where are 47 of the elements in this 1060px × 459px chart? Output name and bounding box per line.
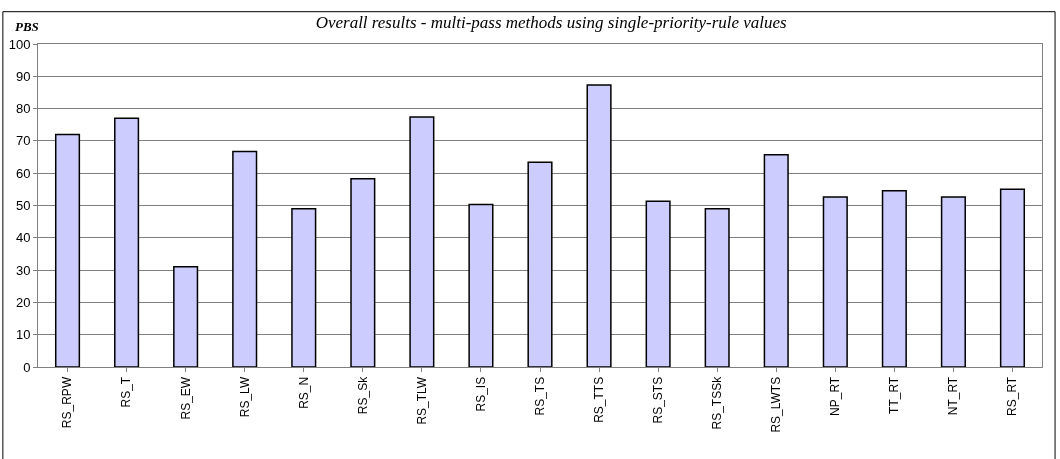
x-tick-label: RS_TS bbox=[532, 376, 547, 416]
bar bbox=[586, 84, 612, 367]
x-tick-label: RS_LW bbox=[237, 376, 252, 418]
x-tick-label: TT_RT bbox=[887, 376, 902, 414]
bar bbox=[54, 133, 81, 367]
bar bbox=[940, 196, 966, 367]
bar bbox=[763, 154, 789, 367]
x-tick-label: NT_RT bbox=[946, 376, 961, 416]
x-tick-label: RS_T bbox=[119, 376, 134, 408]
bar bbox=[704, 207, 730, 367]
bar bbox=[999, 188, 1026, 367]
y-tick-label: 20 bbox=[15, 294, 31, 310]
x-tick-label: RS_Sk bbox=[355, 375, 370, 415]
chart-title: Overall results - multi-pass methods using single-priority-rule values bbox=[315, 12, 788, 32]
bar bbox=[409, 116, 435, 367]
x-tick-label: NP_RT bbox=[828, 376, 843, 416]
x-tick-label: RS_IS bbox=[473, 376, 488, 412]
y-axis-title: PBS bbox=[15, 19, 39, 34]
y-tick-label: 30 bbox=[15, 262, 31, 278]
bar bbox=[350, 177, 376, 367]
x-tick-label: RS_TLW bbox=[414, 376, 429, 425]
x-tick-label: RS_RT bbox=[1005, 376, 1020, 416]
bar bbox=[232, 150, 258, 367]
bar bbox=[822, 196, 848, 367]
bar bbox=[645, 200, 671, 367]
y-tick-label: 100 bbox=[8, 36, 31, 52]
y-tick-label: 70 bbox=[15, 133, 31, 149]
x-tick-label: RS_RPW bbox=[60, 376, 75, 429]
x-tick-label: RS_N bbox=[296, 376, 311, 409]
bar bbox=[291, 207, 317, 367]
x-tick-label: RS_TTS bbox=[591, 376, 606, 423]
bar bbox=[527, 161, 553, 367]
bar bbox=[114, 117, 140, 367]
x-tick-label: RS_STS bbox=[651, 376, 666, 424]
y-tick-label: 50 bbox=[15, 198, 31, 214]
y-tick-label: 80 bbox=[15, 101, 31, 117]
bar bbox=[468, 203, 494, 367]
x-tick-label: RS_LWTS bbox=[769, 376, 784, 433]
y-tick-label: 40 bbox=[15, 230, 31, 246]
y-tick-label: 60 bbox=[15, 165, 31, 181]
x-tick-label: RS_EW bbox=[178, 376, 193, 420]
y-tick-label: 0 bbox=[23, 359, 31, 375]
x-tick-label: RS_TSSk bbox=[710, 375, 725, 430]
y-tick-label: 90 bbox=[15, 68, 31, 84]
bar bbox=[173, 266, 199, 367]
y-tick-label: 10 bbox=[15, 327, 31, 343]
bar bbox=[881, 189, 907, 367]
